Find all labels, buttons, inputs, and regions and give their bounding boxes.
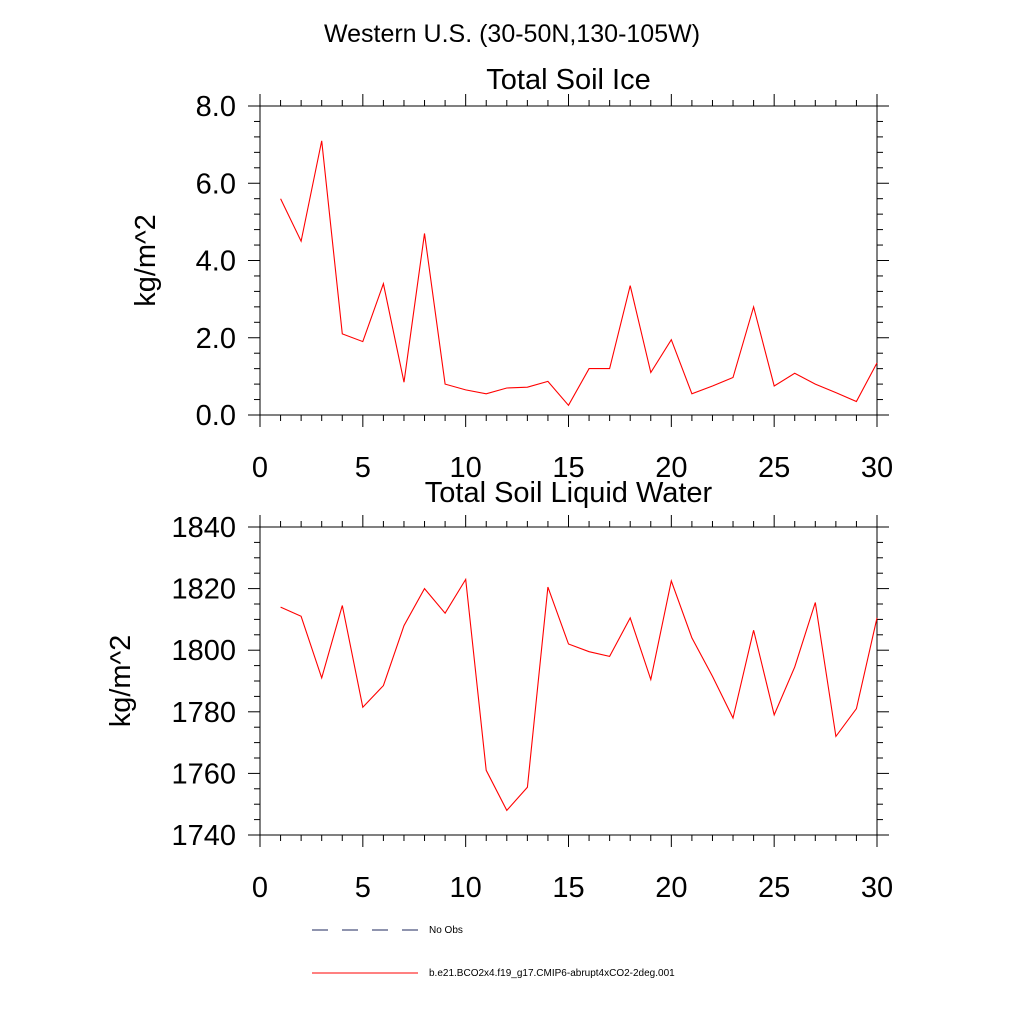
x-tick-label: 25 (758, 872, 790, 904)
x-tick-label: 30 (861, 872, 893, 904)
x-tick-label: 15 (552, 452, 584, 484)
x-tick-label: 10 (450, 872, 482, 904)
legend-label-model: b.e21.BCO2x4.f19_g17.CMIP6-abrupt4xCO2-2… (429, 968, 675, 979)
x-tick-label: 0 (252, 872, 268, 904)
panel-title: Total Soil Liquid Water (425, 477, 713, 509)
x-tick-label: 20 (655, 872, 687, 904)
y-tick-label: 0.0 (196, 400, 236, 432)
plot-frame (259, 105, 878, 416)
y-tick-label: 2.0 (196, 323, 236, 355)
y-tick-label: 1840 (171, 512, 236, 544)
y-tick-label: 1800 (171, 635, 236, 667)
x-tick-label: 5 (355, 452, 371, 484)
series-line (280, 140, 878, 407)
series-line (280, 577, 878, 812)
y-axis-label: kg/m^2 (105, 635, 137, 728)
figure-title: Western U.S. (30-50N,130-105W) (324, 20, 700, 48)
y-tick-label: 1740 (171, 820, 236, 852)
y-tick-label: 8.0 (196, 91, 236, 123)
y-tick-label: 1760 (171, 758, 236, 790)
y-tick-label: 1780 (171, 697, 236, 729)
legend-label-no-obs: No Obs (429, 925, 463, 936)
panel-total-soil-ice: Total Soil Ice 0 5 10 15 20 25 30 0.0 2.0 4.0 6.0 8.… (130, 64, 893, 484)
x-tick-label: 30 (861, 452, 893, 484)
x-tick-label: 20 (655, 452, 687, 484)
x-tick-label: 5 (355, 872, 371, 904)
panel-total-soil-liquid-water: Total Soil Liquid Water 0 5 10 15 20 25 30 1740 1… (105, 477, 893, 904)
x-tick-label: 10 (450, 452, 482, 484)
x-tick-label: 0 (252, 452, 268, 484)
y-tick-label: 6.0 (196, 168, 236, 200)
y-axis-label: kg/m^2 (130, 214, 162, 307)
x-tick-label: 25 (758, 452, 790, 484)
y-tick-label: 4.0 (196, 246, 236, 278)
plot-frame (259, 526, 878, 836)
y-tick-label: 1820 (171, 574, 236, 606)
legend: No Obs b.e21.BCO2x4.f19_g17.CMIP6-abrupt… (312, 925, 675, 979)
panel-title: Total Soil Ice (486, 64, 650, 96)
legend-entry-model: b.e21.BCO2x4.f19_g17.CMIP6-abrupt4xCO2-2… (312, 968, 675, 979)
legend-entry-no-obs: No Obs (312, 925, 463, 936)
x-tick-label: 15 (552, 872, 584, 904)
